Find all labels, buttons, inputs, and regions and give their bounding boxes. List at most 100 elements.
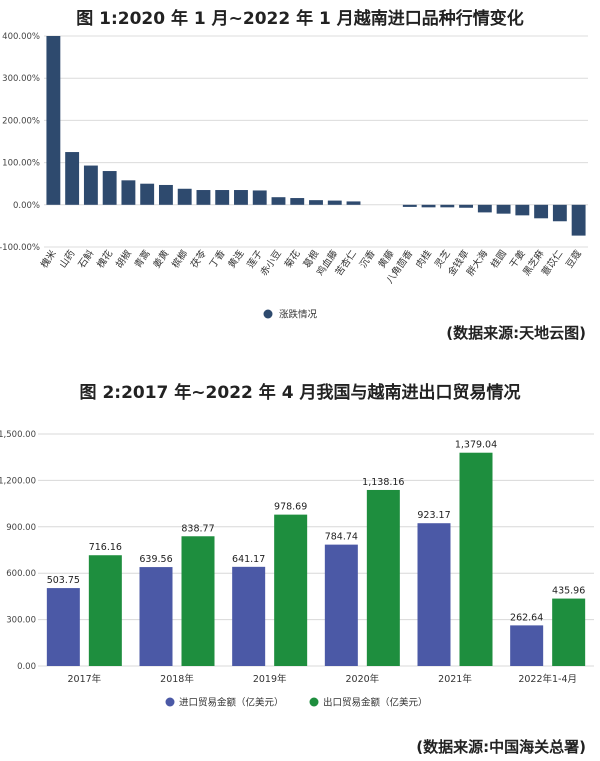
chart1-bar <box>440 204 455 208</box>
chart1-y-tick: 100.00% <box>2 159 40 169</box>
chart2-bar <box>459 452 493 666</box>
chart1-x-tick: 桂圆 <box>488 248 509 270</box>
chart2-x-tick: 2019年 <box>253 673 287 685</box>
chart1-svg: 400.00% 300.00% 200.00% 100.00% 0.00% -100.00… <box>0 32 588 321</box>
chart1-x-tick: 豆蔻 <box>563 247 584 270</box>
chart1-bar <box>83 165 98 205</box>
chart2-x-tick: 2022年1-4月 <box>518 673 577 685</box>
chart1-x-tick: 肉桂 <box>413 247 434 270</box>
chart1-bar <box>515 204 530 216</box>
chart2-bar <box>366 489 400 666</box>
chart1-bar <box>290 198 305 205</box>
chart2-data-label: 838.77 <box>181 523 214 534</box>
chart1-x-tick: 茯苓 <box>188 247 209 270</box>
chart2-x-tick: 2021年 <box>438 673 472 685</box>
chart2-y-tick: 600.00 <box>6 569 36 579</box>
chart1-x-tick: 黄连 <box>226 247 247 270</box>
chart1-x-tick: 槐米 <box>38 247 59 270</box>
chart1-bar <box>552 204 567 222</box>
chart2-bar <box>139 567 173 666</box>
chart1-y-tick: 300.00% <box>2 74 40 84</box>
chart2-data-label: 1,379.04 <box>455 440 497 451</box>
chart1-x-tick: 胡椒 <box>113 247 134 270</box>
chart2-legend-marker <box>309 697 319 707</box>
chart1-x-tick: 石斛 <box>76 247 97 270</box>
chart2-legend-label: 进口贸易金额（亿美元） <box>179 697 284 709</box>
chart1-bar <box>477 204 492 213</box>
figure1-title: 图 1:2020 年 1 月~2022 年 1 月越南进口品种行情变化 <box>76 9 524 29</box>
chart1-bar <box>102 171 117 205</box>
chart2-data-label: 716.16 <box>89 542 122 553</box>
chart2-legend-marker <box>165 697 175 707</box>
chart1-bar <box>121 180 136 205</box>
chart1-bar <box>234 190 248 205</box>
chart2-y-tick: 300.00 <box>6 616 36 626</box>
chart2-data-label: 784.74 <box>325 532 358 543</box>
chart1-x-tick: 菊花 <box>282 247 303 270</box>
chart1-x-tick: 山药 <box>58 248 78 270</box>
chart2-x-tick: 2017年 <box>67 673 101 685</box>
chart1-bar <box>534 204 549 219</box>
chart1-bar <box>421 204 436 208</box>
chart1-bar <box>252 190 267 205</box>
figure1-source: (数据来源:天地云图) <box>446 324 586 342</box>
chart2-bar <box>417 523 451 666</box>
chart2-y-tick: 900.00 <box>6 523 36 533</box>
chart1-legend-marker <box>263 309 273 319</box>
chart1-bar <box>402 204 417 207</box>
chart2-bar <box>88 555 122 666</box>
chart1-x-tick: 青蒿 <box>132 248 153 270</box>
chart2-bar <box>232 566 266 666</box>
chart2-bar <box>510 625 544 666</box>
chart2-svg: 1,500.00 1,200.00 900.00 600.00 300.00 0.00 50… <box>0 430 594 709</box>
chart1-bar <box>46 36 61 205</box>
chart1-x-tick: 胖大海 <box>464 247 490 278</box>
chart2-data-label: 641.17 <box>232 554 265 565</box>
chart2-data-label: 262.64 <box>510 612 543 623</box>
chart1-bar <box>496 204 511 214</box>
chart2-legend-label: 出口贸易金额（亿美元） <box>323 697 428 709</box>
chart1-bar <box>459 204 474 208</box>
chart2-bar <box>324 544 358 666</box>
chart2-bar <box>46 588 80 666</box>
chart2-y-tick: 0.00 <box>17 662 36 672</box>
chart1-y-tick: 200.00% <box>2 116 40 126</box>
chart1-bar <box>271 197 286 205</box>
chart1-x-tick: 沉香 <box>358 248 378 270</box>
chart1-bar <box>140 183 155 205</box>
chart2-data-label: 435.96 <box>552 586 585 597</box>
chart2-data-label: 923.17 <box>417 510 450 521</box>
chart1-x-tick: 苦杏仁 <box>333 247 359 278</box>
chart1-y-tick: 400.00% <box>2 32 40 42</box>
chart1-bar <box>327 200 342 205</box>
chart2-x-tick: 2018年 <box>160 673 194 685</box>
chart2-data-label: 978.69 <box>274 502 307 513</box>
chart1-bar <box>196 190 211 205</box>
chart2-bar <box>181 536 215 666</box>
chart1-bar <box>571 204 586 236</box>
chart2-x-tick: 2020年 <box>345 673 379 685</box>
chart1-bar <box>215 190 230 205</box>
chart2-y-tick: 1,500.00 <box>0 430 36 440</box>
chart1-x-tick: 薏苡仁 <box>539 247 565 278</box>
chart1-bar <box>65 152 80 205</box>
chart1-x-tick: 槟榔 <box>169 247 190 270</box>
chart1-bar <box>309 200 323 205</box>
chart1-bar <box>158 184 173 205</box>
chart1-y-tick: 0.00% <box>13 201 40 211</box>
chart2-data-label: 503.75 <box>47 575 80 586</box>
chart2-data-label: 639.56 <box>139 554 172 565</box>
chart1-x-tick: 槐花 <box>94 247 115 270</box>
chart2-y-tick: 1,200.00 <box>0 476 36 486</box>
chart1-x-tick: 丁香 <box>208 248 228 270</box>
chart1-legend-label: 涨跌情况 <box>279 309 318 321</box>
chart1-x-tick: 姜黄 <box>151 248 172 270</box>
chart2-bar <box>552 598 586 666</box>
chart2-data-label: 1,138.16 <box>362 477 404 488</box>
chart1-bar <box>346 201 361 205</box>
chart2-bar <box>274 514 308 666</box>
chart1-bar <box>177 188 192 205</box>
figure2-title: 图 2:2017 年~2022 年 4 月我国与越南进出口贸易情况 <box>79 383 521 403</box>
figure2-source: (数据来源:中国海关总署) <box>416 738 586 756</box>
chart1-y-tick: -100.00% <box>0 243 40 253</box>
